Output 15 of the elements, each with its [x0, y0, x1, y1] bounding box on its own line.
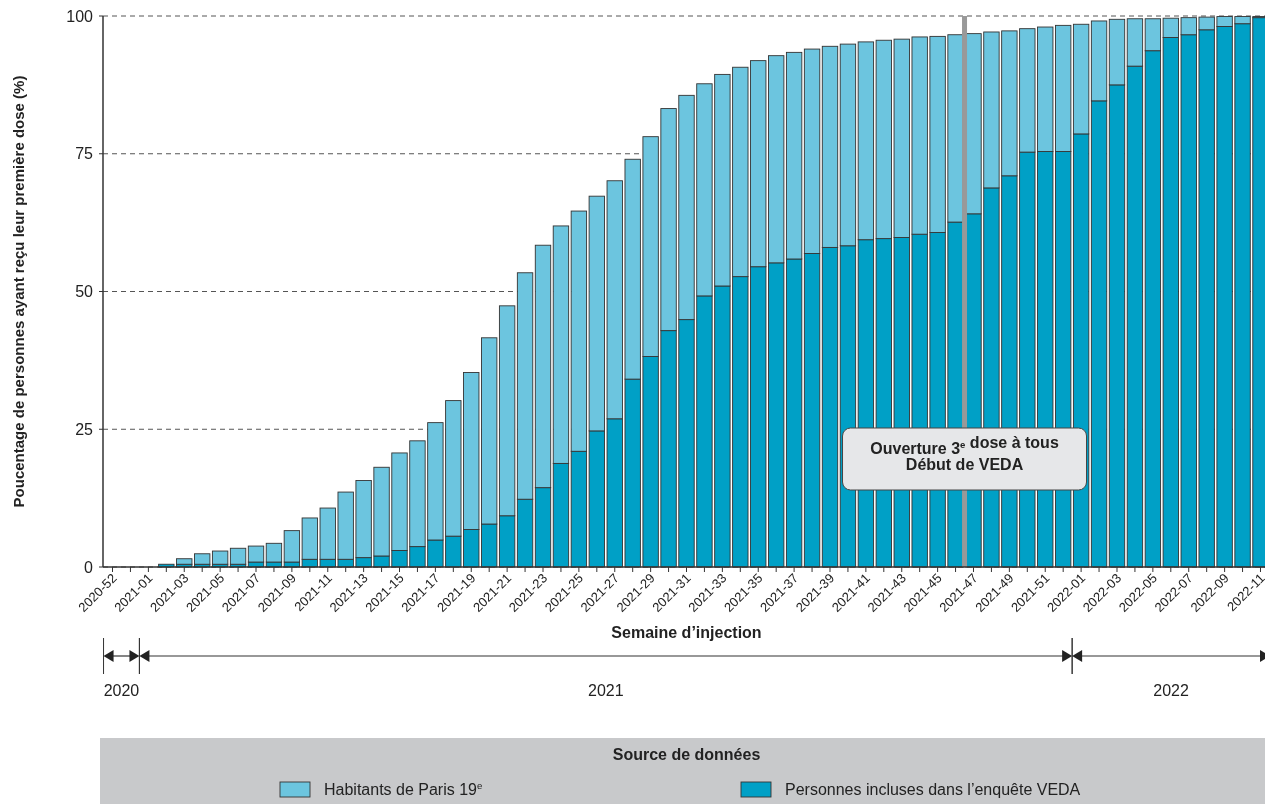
text: 2020 — [103, 682, 140, 699]
ref-line-label: Ouverture 3$^{e}$ dose à tous Début de VEDA — [870, 434, 1059, 474]
callout-label-box: Ouverture 3$^{e}$ dose à tous Début de VEDA — [842, 427, 1088, 491]
text: 2021 — [587, 682, 624, 699]
y-tick-label: 50 — [75, 283, 94, 301]
x-axis-title: Semaine d’injection — [611, 624, 762, 641]
y-tick-label: 100 — [66, 7, 94, 25]
y-axis-title: Poucentage de personnes ayant reçu leur première dose (%) — [10, 75, 27, 508]
y-tick-label: 75 — [75, 145, 94, 163]
legend-label: Habitants de Paris 19$^{e}$ — [324, 780, 483, 798]
text: 2022 — [1153, 682, 1189, 699]
y-tick-label: 25 — [75, 420, 94, 438]
y-tick-label: 0 — [84, 558, 94, 576]
legend-title: Source de données — [612, 746, 761, 763]
legend-label: Personnes incluses dans l’enquête VEDA — [785, 781, 1081, 798]
